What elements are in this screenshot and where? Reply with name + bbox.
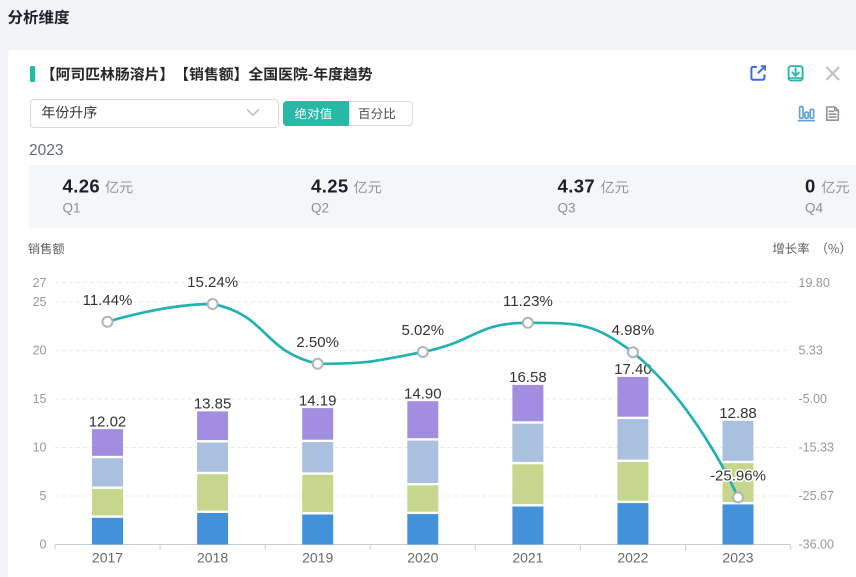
svg-text:4.25: 4.25	[311, 176, 349, 197]
svg-text:2019: 2019	[302, 550, 333, 566]
svg-text:4.98%: 4.98%	[612, 322, 655, 339]
svg-text:11.44%: 11.44%	[83, 292, 133, 309]
svg-text:12.88: 12.88	[719, 405, 757, 422]
svg-text:5.33: 5.33	[799, 344, 823, 358]
svg-text:2022: 2022	[617, 550, 648, 566]
svg-text:14.90: 14.90	[404, 386, 442, 403]
svg-text:Q1: Q1	[63, 201, 81, 216]
svg-text:2017: 2017	[92, 550, 123, 566]
svg-text:15.24%: 15.24%	[187, 274, 238, 291]
svg-text:15: 15	[33, 392, 47, 406]
svg-text:-15.33: -15.33	[799, 441, 834, 455]
svg-text:16.58: 16.58	[509, 369, 547, 386]
svg-text:Q3: Q3	[558, 201, 576, 216]
svg-text:14.19: 14.19	[299, 392, 337, 409]
svg-text:11.23%: 11.23%	[503, 293, 553, 310]
svg-text:Q2: Q2	[311, 201, 329, 216]
svg-text:-5.00: -5.00	[799, 392, 828, 406]
svg-text:4.37: 4.37	[558, 176, 596, 197]
svg-text:12.02: 12.02	[89, 413, 127, 430]
svg-text:5: 5	[40, 489, 47, 503]
svg-text:0: 0	[805, 176, 816, 197]
svg-text:13.85: 13.85	[194, 396, 232, 413]
svg-text:19.80: 19.80	[799, 276, 830, 290]
svg-text:-25.96%: -25.96%	[710, 467, 766, 484]
svg-text:2021: 2021	[512, 550, 543, 566]
svg-text:2020: 2020	[407, 550, 438, 566]
svg-text:10: 10	[33, 441, 47, 455]
svg-text:0: 0	[40, 538, 47, 552]
svg-text:-25.67: -25.67	[799, 489, 834, 503]
svg-text:27: 27	[33, 276, 47, 290]
svg-text:4.26: 4.26	[63, 176, 101, 197]
svg-text:2.50%: 2.50%	[296, 334, 339, 351]
svg-text:25: 25	[33, 295, 47, 309]
svg-text:2023: 2023	[29, 142, 63, 159]
svg-text:17.40: 17.40	[614, 361, 652, 378]
svg-text:5.02%: 5.02%	[402, 322, 445, 339]
svg-text:Q4: Q4	[805, 201, 824, 216]
svg-text:20: 20	[33, 344, 47, 358]
svg-text:-36.00: -36.00	[799, 538, 834, 552]
svg-text:2023: 2023	[722, 550, 753, 566]
svg-text:2018: 2018	[197, 550, 228, 566]
